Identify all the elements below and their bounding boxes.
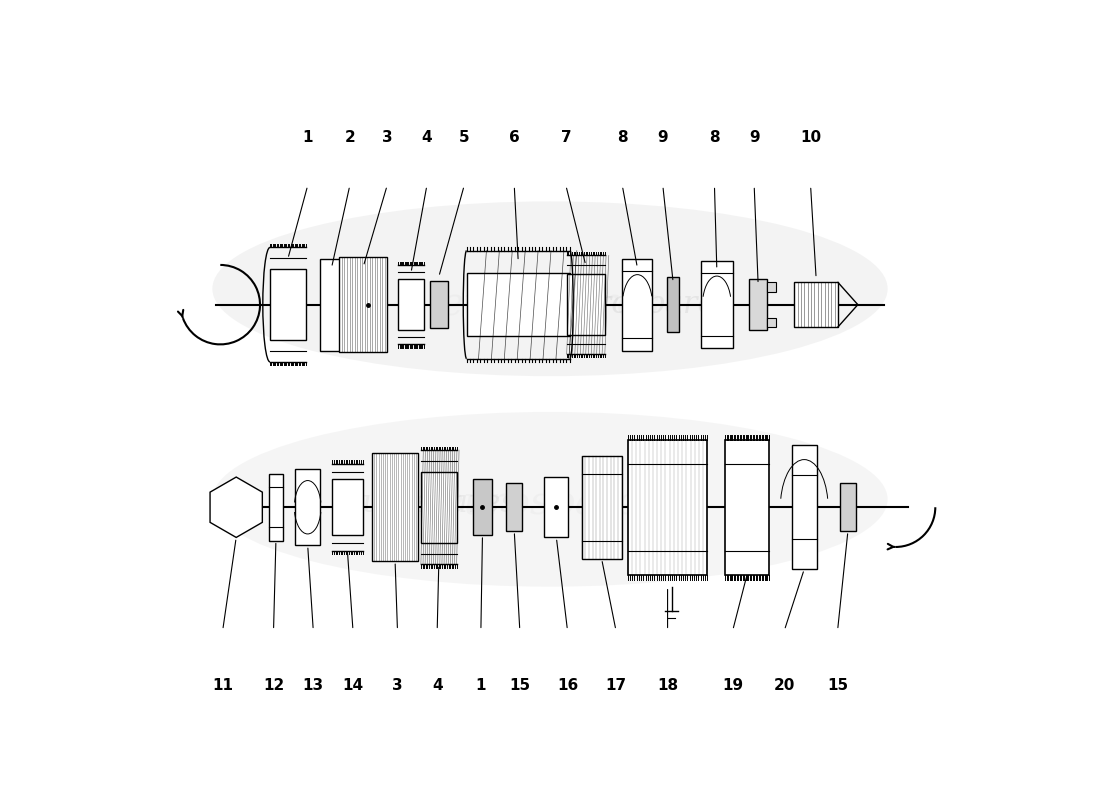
Ellipse shape	[212, 202, 888, 376]
Bar	[340, 257, 387, 352]
Bar	[725, 440, 769, 574]
Bar	[794, 282, 838, 327]
Bar	[270, 269, 306, 341]
Bar	[295, 469, 320, 546]
Bar	[421, 471, 456, 543]
Text: 4: 4	[432, 678, 442, 694]
Bar	[623, 258, 652, 350]
Text: 14: 14	[342, 678, 363, 694]
Bar	[582, 456, 621, 559]
Bar	[628, 440, 707, 574]
Text: 18: 18	[657, 678, 678, 694]
Text: 8: 8	[710, 130, 719, 146]
Text: 7: 7	[561, 130, 571, 146]
Text: 12: 12	[263, 678, 284, 694]
Text: 8: 8	[617, 130, 628, 146]
Text: 10: 10	[800, 130, 821, 146]
Text: 6: 6	[509, 130, 519, 146]
Text: 1: 1	[302, 130, 312, 146]
Bar	[749, 279, 767, 330]
Bar	[668, 277, 679, 333]
Text: eurospares: eurospares	[559, 289, 732, 320]
Bar	[466, 273, 570, 337]
Text: 20: 20	[773, 678, 795, 694]
Bar	[320, 258, 343, 350]
Bar	[544, 477, 569, 538]
Text: 4: 4	[421, 130, 432, 146]
Bar	[840, 483, 856, 531]
Text: eurospares: eurospares	[344, 488, 517, 518]
Bar	[372, 454, 418, 562]
Text: 3: 3	[382, 130, 393, 146]
Bar	[398, 279, 424, 330]
Bar	[506, 483, 522, 531]
Bar	[767, 282, 777, 292]
Text: 9: 9	[658, 130, 668, 146]
Bar	[473, 479, 493, 535]
Bar	[792, 446, 817, 570]
Text: 15: 15	[827, 678, 848, 694]
Text: eurospares: eurospares	[440, 485, 660, 522]
Bar	[332, 479, 363, 535]
Text: 15: 15	[509, 678, 530, 694]
Bar	[767, 318, 777, 327]
Text: 11: 11	[212, 678, 233, 694]
Text: 1: 1	[475, 678, 486, 694]
Text: 3: 3	[393, 678, 403, 694]
Text: 9: 9	[749, 130, 759, 146]
Bar	[701, 261, 733, 348]
Bar	[430, 281, 448, 329]
Text: eurospares: eurospares	[440, 286, 660, 323]
Ellipse shape	[212, 412, 888, 586]
Text: 13: 13	[302, 678, 323, 694]
Polygon shape	[210, 477, 262, 538]
Text: 17: 17	[605, 678, 627, 694]
Text: 2: 2	[344, 130, 355, 146]
Text: 16: 16	[557, 678, 579, 694]
Bar	[268, 474, 283, 541]
Text: 5: 5	[459, 130, 470, 146]
Text: 19: 19	[723, 678, 744, 694]
Bar	[566, 274, 605, 335]
